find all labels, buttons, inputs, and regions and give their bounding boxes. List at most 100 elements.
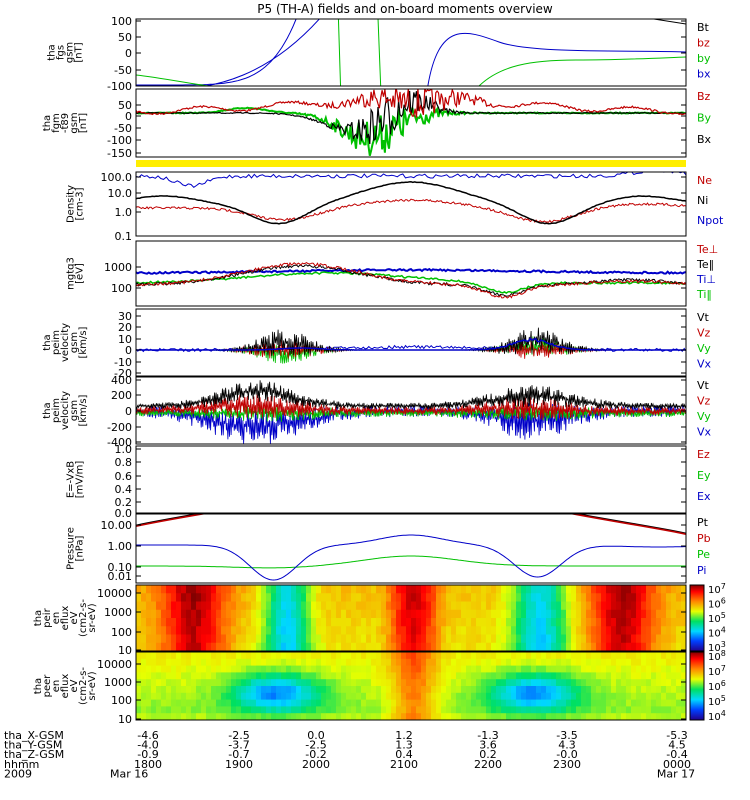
heatmap-cell [316, 713, 322, 720]
heatmap-cell [146, 665, 152, 673]
heatmap-cell [346, 609, 352, 619]
heatmap-cell [491, 679, 497, 687]
heatmap-cell [216, 713, 222, 720]
heatmap-cell [221, 706, 227, 714]
heatmap-cell [216, 609, 222, 619]
heatmap-cell [551, 713, 557, 720]
heatmap-cell [651, 601, 657, 611]
heatmap-cell [596, 672, 602, 680]
heatmap-cell [371, 585, 377, 594]
heatmap-cell [181, 618, 187, 627]
heatmap-cell [251, 699, 257, 707]
heatmap-cell [566, 585, 572, 594]
heatmap-cell [166, 706, 172, 714]
heatmap-cell [226, 706, 232, 714]
heatmap-cell [586, 686, 592, 694]
heatmap-cell [551, 665, 557, 673]
heatmap-cell [326, 699, 332, 707]
y-tick-label: 0.01 [108, 570, 133, 583]
heatmap-cell [361, 658, 367, 667]
heatmap-cell [241, 672, 247, 680]
heatmap-cell [386, 642, 392, 651]
heatmap-cell [251, 686, 257, 694]
colorbar-tick-label: 107 [708, 582, 726, 596]
heatmap-cell [256, 593, 262, 603]
heatmap-cell [656, 665, 662, 673]
heatmap-cell [601, 626, 607, 636]
heatmap-cell [471, 679, 477, 687]
heatmap-cell [311, 679, 317, 687]
heatmap-cell [451, 679, 457, 687]
legend-ey: Ey [697, 469, 711, 482]
heatmap-cell [671, 601, 677, 611]
heatmap-cell [506, 706, 512, 714]
heatmap-cell [441, 679, 447, 687]
heatmap-cell [326, 679, 332, 687]
heatmap-cell [671, 626, 677, 636]
heatmap-cell [641, 593, 647, 603]
heatmap-cell [301, 642, 307, 651]
heatmap-cell [471, 713, 477, 720]
heatmap-cell [486, 692, 492, 701]
heatmap-cell [546, 658, 552, 667]
heatmap-cell [311, 672, 317, 680]
heatmap-cell [676, 679, 682, 687]
heatmap-cell [351, 679, 357, 687]
heatmap-cell [676, 692, 682, 701]
heatmap-cell [581, 626, 587, 636]
heatmap-cell [376, 658, 382, 667]
heatmap-cell [381, 713, 387, 720]
heatmap-cell [271, 686, 277, 694]
heatmap-cell [196, 686, 202, 694]
heatmap-cell [431, 679, 437, 687]
heatmap-cell [306, 642, 312, 651]
y-tick-label: 0.8 [115, 456, 133, 469]
heatmap-cell [236, 679, 242, 687]
heatmap-cell [236, 706, 242, 714]
heatmap-cell [606, 642, 612, 651]
x-axis-value: 1900 [225, 758, 253, 771]
heatmap-cell [561, 686, 567, 694]
heatmap-cell [666, 692, 672, 701]
heatmap-cell [236, 626, 242, 636]
series-vx [136, 337, 686, 351]
heatmap-cell [186, 658, 192, 667]
heatmap-cell [331, 593, 337, 603]
heatmap-cell [396, 634, 402, 644]
heatmap-cell [616, 706, 622, 714]
heatmap-cell [236, 692, 242, 701]
heatmap-cell [536, 626, 542, 636]
heatmap-cell [281, 658, 287, 667]
heatmap-cell [166, 713, 172, 720]
heatmap-cell [511, 609, 517, 619]
heatmap-cell [391, 652, 397, 660]
heatmap-cell [506, 652, 512, 660]
heatmap-cell [571, 699, 577, 707]
heatmap-cell [476, 672, 482, 680]
heatmap-cell [311, 686, 317, 694]
heatmap-cell [151, 686, 157, 694]
heatmap-cell [161, 672, 167, 680]
heatmap-cell [606, 593, 612, 603]
heatmap-cell [606, 713, 612, 720]
heatmap-cell [466, 699, 472, 707]
heatmap-cell [381, 585, 387, 594]
heatmap-cell [256, 652, 262, 660]
heatmap-cell [146, 699, 152, 707]
heatmap-cell [341, 692, 347, 701]
heatmap-cell [596, 699, 602, 707]
x-axis-row-label: tha_X-GSM [4, 729, 64, 742]
heatmap-cell [661, 679, 667, 687]
heatmap-cell [526, 609, 532, 619]
heatmap-cell [381, 686, 387, 694]
heatmap-cell [361, 699, 367, 707]
heatmap-cell [346, 713, 352, 720]
heatmap-cell [436, 652, 442, 660]
heatmap-cell [401, 652, 407, 660]
heatmap-cell [406, 665, 412, 673]
heatmap-cell [141, 692, 147, 701]
heatmap-cell [361, 585, 367, 594]
heatmap-cell [551, 601, 557, 611]
heatmap-cell [601, 601, 607, 611]
heatmap-cell [181, 713, 187, 720]
